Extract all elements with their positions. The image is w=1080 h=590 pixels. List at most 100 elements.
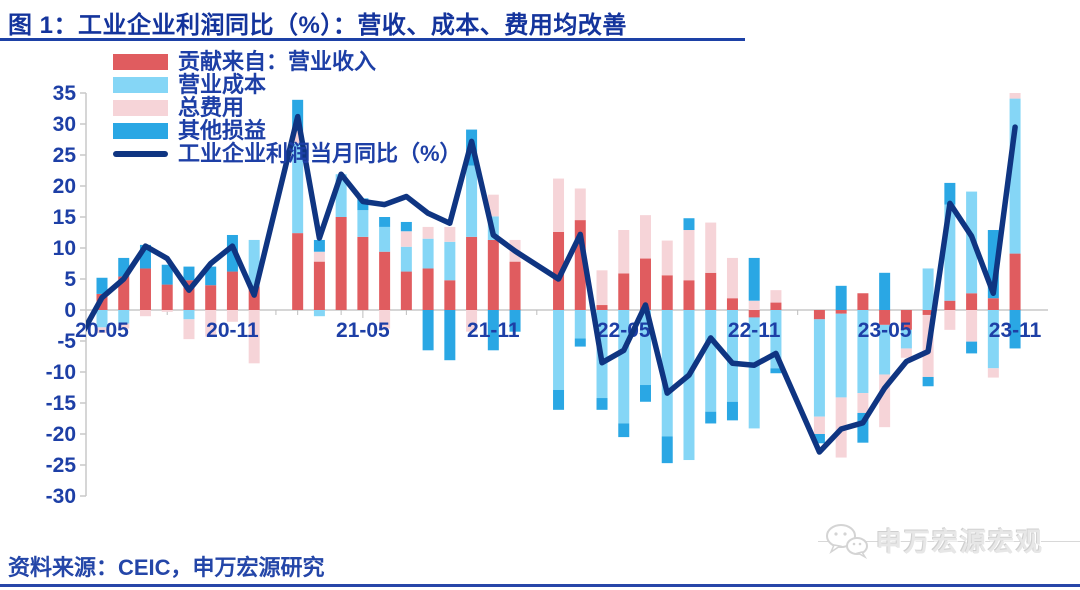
bar-segment-cost xyxy=(313,310,325,317)
bar-segment-revenue xyxy=(466,236,478,310)
bar-segment-other xyxy=(139,244,151,269)
y-tick-label: -20 xyxy=(46,423,76,446)
bar-segment-cost xyxy=(705,310,717,412)
bar-segment-other xyxy=(487,310,499,351)
bar-segment-cost xyxy=(357,210,369,237)
legend-label: 贡献来自：营业收入 xyxy=(178,49,377,74)
legend-label: 其他损益 xyxy=(178,118,267,143)
legend-swatch-line xyxy=(113,150,168,157)
bar-segment-other xyxy=(357,198,369,211)
y-tick-label: 10 xyxy=(53,237,76,260)
bar-segment-other xyxy=(770,368,782,374)
legend-swatch-other xyxy=(113,122,168,139)
watermark-rule xyxy=(818,541,1080,542)
bar-segment-fee xyxy=(118,323,130,329)
bar-segment-revenue xyxy=(813,310,825,320)
bar-segment-revenue xyxy=(183,280,195,310)
bar-segment-fee xyxy=(313,251,325,262)
legend-item: 其他损益 xyxy=(113,119,462,142)
bar-segment-fee xyxy=(705,222,717,273)
bar-segment-fee xyxy=(487,194,499,217)
bar-segment-fee xyxy=(226,310,238,322)
x-tick-label: 20-11 xyxy=(206,319,259,342)
bar-segment-revenue xyxy=(618,273,630,310)
bar-segment-revenue xyxy=(574,220,586,310)
bottom-rule xyxy=(0,584,1080,587)
y-tick-label: -15 xyxy=(46,392,77,415)
bar-segment-revenue xyxy=(705,272,717,310)
x-tick-label: 23-05 xyxy=(858,319,912,342)
legend-item: 工业企业利润当月同比（%） xyxy=(113,142,462,165)
bar-segment-cost xyxy=(661,310,673,437)
bar-segment-fee xyxy=(96,327,108,333)
bar-segment-cost xyxy=(835,313,847,398)
bar-segment-revenue xyxy=(1009,253,1021,310)
bar-segment-fee xyxy=(987,368,999,378)
bar-segment-fee xyxy=(596,270,608,306)
bar-segment-other xyxy=(879,272,891,310)
title-underline xyxy=(0,38,745,41)
bar-segment-cost xyxy=(422,238,434,269)
bar-segment-other xyxy=(183,266,195,281)
bar-segment-revenue xyxy=(379,251,391,310)
bar-segment-other xyxy=(683,218,695,231)
bar-segment-revenue xyxy=(139,268,151,310)
source-text: 资料来源：CEIC，申万宏源研究 xyxy=(8,555,325,580)
bar-segment-cost xyxy=(379,226,391,252)
bar-segment-revenue xyxy=(161,284,173,310)
bar-segment-other xyxy=(226,234,238,272)
bar-segment-revenue xyxy=(922,310,934,315)
bar-segment-revenue xyxy=(966,293,978,310)
y-tick-label: 15 xyxy=(53,206,77,229)
bar-segment-other xyxy=(618,423,630,438)
bar-segment-revenue xyxy=(661,275,673,310)
bar-segment-cost xyxy=(574,310,586,339)
bar-segment-revenue xyxy=(944,300,956,310)
legend-label: 总费用 xyxy=(178,95,245,120)
bar-segment-cost xyxy=(683,310,695,461)
bar-segment-revenue xyxy=(509,261,521,310)
bar-segment-cost xyxy=(553,310,565,390)
bar-segment-fee xyxy=(944,310,956,330)
bar-segment-other xyxy=(987,230,999,299)
bar-segment-other xyxy=(118,257,130,277)
bar-segment-other xyxy=(161,264,173,285)
bar-segment-fee xyxy=(292,130,304,144)
bar-segment-revenue xyxy=(226,271,238,310)
bar-segment-revenue xyxy=(422,268,434,310)
bar-segment-revenue xyxy=(879,310,891,325)
bar-segment-fee xyxy=(379,310,391,329)
bar-segment-other xyxy=(1009,310,1021,349)
bar-segment-revenue xyxy=(400,271,412,310)
bar-segment-fee xyxy=(770,290,782,303)
bar-segment-fee xyxy=(661,240,673,276)
bar-segment-other xyxy=(835,285,847,310)
bar-segment-cost xyxy=(900,329,912,349)
bar-segment-fee xyxy=(879,374,891,428)
bar-segment-revenue xyxy=(900,310,912,330)
bar-segment-fee xyxy=(466,310,478,332)
bar-segment-other xyxy=(400,221,412,232)
bar-segment-other xyxy=(966,341,978,354)
bar-segment-revenue xyxy=(987,298,999,310)
legend-item: 营业成本 xyxy=(113,73,462,96)
legend-item: 总费用 xyxy=(113,96,462,119)
bar-segment-fee xyxy=(726,257,738,299)
bar-segment-cost xyxy=(922,268,934,310)
y-tick-label: 0 xyxy=(64,299,76,322)
bar-segment-revenue xyxy=(748,310,760,318)
bar-segment-revenue xyxy=(640,258,651,310)
y-tick-label: -10 xyxy=(46,361,76,384)
bar-segment-other xyxy=(813,434,825,444)
bar-segment-other xyxy=(748,257,760,301)
bar-segment-revenue xyxy=(683,280,695,310)
bar-segment-revenue xyxy=(726,298,738,310)
bar-segment-revenue xyxy=(857,293,869,310)
bar-segment-other xyxy=(96,277,108,294)
y-tick-label: -25 xyxy=(46,454,77,477)
bar-segment-fee xyxy=(161,310,173,312)
y-tick-label: -30 xyxy=(46,485,76,508)
x-tick-label: 22-05 xyxy=(597,319,651,342)
bar-segment-other xyxy=(661,436,673,464)
x-tick-label: 22-11 xyxy=(728,319,781,342)
